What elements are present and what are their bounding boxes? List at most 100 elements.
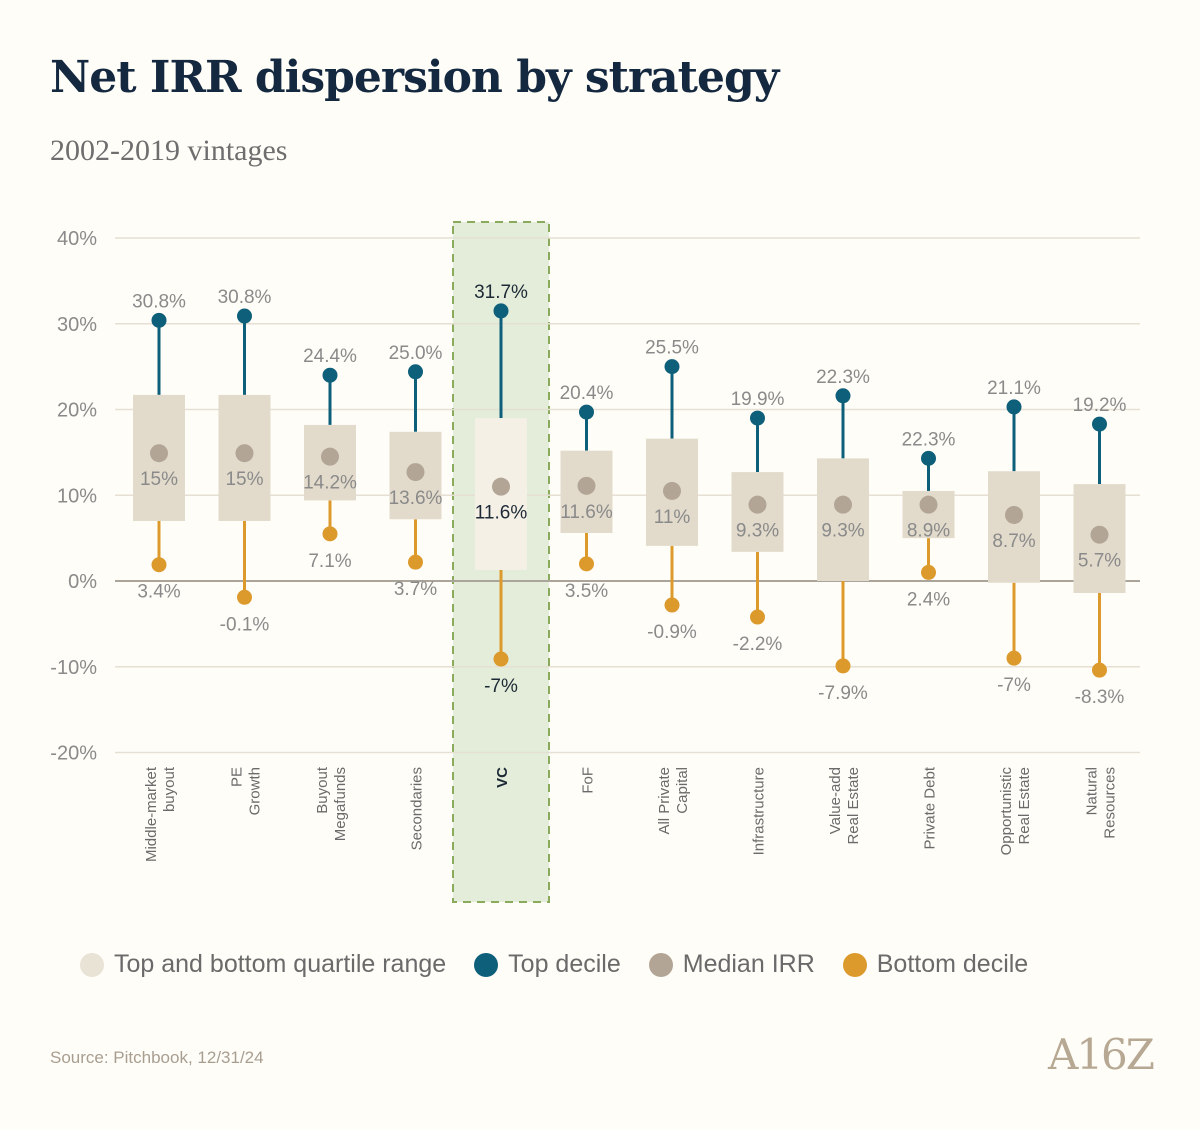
chart-subtitle: 2002-2019 vintages: [50, 134, 288, 167]
median-dot: [919, 495, 938, 514]
legend-label: Bottom decile: [876, 950, 1029, 978]
chart-title: Net IRR dispersion by strategy: [50, 52, 779, 103]
median-label: 9.3%: [736, 521, 779, 542]
bottom-decile-label: -7%: [484, 676, 518, 697]
bottom-decile-dot: [1006, 650, 1022, 666]
bottom-decile-dot: [408, 554, 423, 570]
bottom-decile-dot: [664, 597, 680, 613]
top-decile-label: 25.0%: [389, 343, 443, 364]
bottom-decile-dot: [579, 556, 594, 572]
category-label: Middle-market: [143, 766, 160, 862]
top-decile-label: 21.1%: [987, 378, 1041, 399]
category-group: [731, 410, 784, 625]
top-decile-label: 19.2%: [1073, 395, 1127, 416]
y-tick-label: 30%: [57, 314, 97, 336]
y-tick-label: 10%: [57, 485, 97, 507]
bottom-decile-label: -0.9%: [647, 622, 697, 643]
legend-label: Top decile: [508, 950, 621, 978]
plot-area: 40% 30% 20% 10% 0% -10% -20% 30.8% 15% 3.4% Middle…: [50, 221, 1140, 903]
bottom-decile-label: 3.5%: [565, 581, 608, 602]
median-label: 15%: [140, 469, 178, 490]
median-label: 11.6%: [475, 503, 528, 524]
category-label: Opportunistic: [998, 767, 1015, 856]
category-group: [988, 399, 1040, 666]
category-label: Value-add: [827, 767, 844, 834]
category-label: buyout: [161, 766, 178, 812]
median-dot: [150, 444, 168, 463]
y-tick-label: -20%: [50, 743, 97, 765]
top-decile-dot: [1006, 399, 1022, 415]
bottom-decile-dot: [493, 651, 509, 667]
bottom-decile-dot: [921, 564, 936, 580]
bottom-decile-label: 3.4%: [137, 582, 180, 603]
category-label: Infrastructure: [751, 767, 768, 855]
median-label: 9.3%: [821, 521, 864, 542]
category-group: [560, 404, 613, 572]
category-label: Natural: [1084, 767, 1101, 815]
category-label: Resources: [1102, 767, 1119, 839]
quartile-box: [988, 471, 1040, 583]
top-decile-dot: [835, 388, 851, 404]
y-tick-label: 0%: [68, 571, 97, 593]
median-dot: [406, 463, 425, 482]
bottom-decile-label: 3.7%: [394, 579, 437, 600]
category-label: FoF: [580, 767, 597, 794]
top-decile-label: 22.3%: [816, 367, 870, 388]
top-decile-label: 31.7%: [474, 282, 528, 303]
bottom-decile-swatch-icon: [842, 952, 867, 977]
top-decile-label: 22.3%: [902, 429, 956, 450]
top-decile-label: 30.8%: [132, 291, 186, 312]
category-label: VC: [494, 767, 511, 788]
top-decile-dot: [664, 359, 680, 375]
top-decile-dot: [237, 308, 252, 324]
category-label: All Private: [656, 767, 673, 835]
median-label: 11.6%: [560, 502, 613, 523]
legend-label: Top and bottom quartile range: [114, 950, 447, 978]
category-group: [646, 359, 698, 613]
top-decile-label: 19.9%: [731, 389, 785, 410]
category-label: PE: [229, 767, 246, 787]
median-dot: [1005, 505, 1023, 524]
category-label: Private Debt: [922, 766, 939, 849]
legend: Top and bottom quartile range Top decile…: [80, 950, 1028, 979]
category-label: Buyout: [314, 766, 331, 814]
top-decile-dot: [921, 450, 936, 466]
median-label: 14.2%: [303, 473, 357, 494]
median-dot: [235, 444, 254, 463]
bottom-decile-dot: [750, 609, 765, 625]
bottom-decile-dot: [322, 526, 338, 542]
median-label: 11%: [654, 507, 691, 528]
median-dot: [577, 476, 596, 495]
bottom-decile-dot: [835, 658, 851, 674]
top-decile-dot: [493, 303, 509, 319]
median-label: 8.7%: [992, 531, 1035, 552]
y-tick-label: 20%: [57, 400, 97, 422]
bottom-decile-label: -7%: [997, 675, 1031, 696]
category-group: [133, 312, 185, 573]
top-decile-label: 24.4%: [303, 346, 357, 367]
median-dot: [748, 495, 767, 514]
y-tick-label: 40%: [57, 228, 97, 250]
median-label: 15%: [225, 469, 263, 490]
bottom-decile-label: -0.1%: [220, 614, 270, 635]
category-label: Growth: [247, 767, 264, 815]
quartile-box: [817, 458, 869, 581]
bottom-decile-label: 7.1%: [308, 551, 351, 572]
a16z-logo: A16Z: [1048, 1030, 1155, 1079]
source-note: Source: Pitchbook, 12/31/24: [50, 1048, 264, 1067]
top-decile-dot: [1092, 416, 1107, 432]
bottom-decile-label: -2.2%: [733, 634, 783, 655]
top-decile-dot: [151, 312, 167, 328]
category-group: [902, 450, 955, 580]
median-label: 8.9%: [907, 521, 950, 542]
legend-label: Median IRR: [682, 950, 815, 978]
median-dot: [834, 495, 852, 514]
category-label: Capital: [674, 767, 691, 814]
category-group: [218, 308, 271, 605]
category-label: Real Estate: [1016, 767, 1033, 845]
median-dot: [663, 481, 681, 500]
top-decile-dot: [579, 404, 594, 420]
legend-item-median: Median IRR: [648, 950, 815, 979]
median-dot: [492, 477, 510, 496]
